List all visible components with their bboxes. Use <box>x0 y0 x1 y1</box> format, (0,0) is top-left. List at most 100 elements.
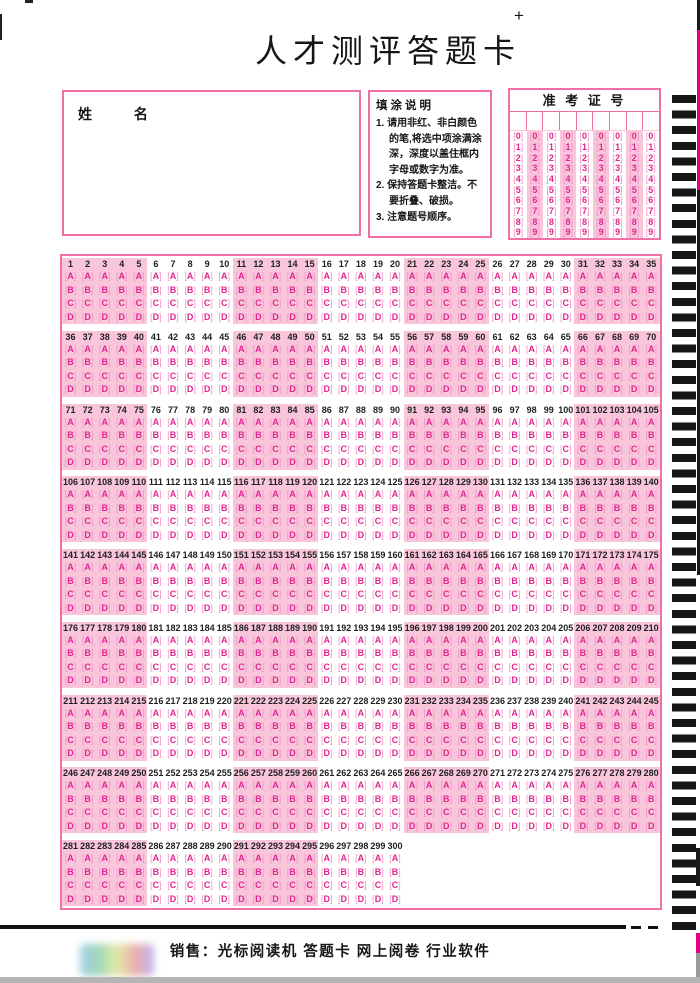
option-bubble[interactable]: [C] <box>269 516 282 527</box>
option-bubble[interactable]: [C] <box>355 807 367 818</box>
option-bubble[interactable]: [C] <box>474 370 487 381</box>
option-bubble[interactable]: [A] <box>218 489 230 500</box>
option-bubble[interactable]: [D] <box>320 748 333 758</box>
option-bubble[interactable]: [B] <box>423 575 435 586</box>
option-bubble[interactable]: [D] <box>98 602 111 613</box>
option-bubble[interactable]: [C] <box>525 589 538 599</box>
option-bubble[interactable]: [B] <box>338 430 350 440</box>
option-bubble[interactable]: [A] <box>320 634 333 645</box>
option-bubble[interactable]: [D] <box>218 675 230 686</box>
option-bubble[interactable]: [C] <box>303 443 316 454</box>
option-bubble[interactable]: [C] <box>406 661 418 672</box>
option-bubble[interactable]: [B] <box>116 793 128 804</box>
option-bubble[interactable]: [B] <box>560 284 572 295</box>
option-bubble[interactable]: [D] <box>184 748 196 758</box>
option-bubble[interactable]: [A] <box>303 416 316 427</box>
option-bubble[interactable]: [D] <box>81 820 94 831</box>
option-bubble[interactable]: [D] <box>372 748 384 758</box>
option-bubble[interactable]: [C] <box>423 661 435 672</box>
option-bubble[interactable]: [C] <box>81 734 94 745</box>
option-bubble[interactable]: [C] <box>628 516 640 527</box>
option-bubble[interactable]: [A] <box>320 416 333 427</box>
option-bubble[interactable]: [A] <box>542 562 555 572</box>
option-bubble[interactable]: [A] <box>167 707 179 718</box>
option-bubble[interactable]: [B] <box>577 284 589 295</box>
examno-digit-bubble[interactable]: [8] <box>579 216 590 227</box>
option-bubble[interactable]: [A] <box>150 707 162 718</box>
option-bubble[interactable]: [D] <box>525 602 538 613</box>
option-bubble[interactable]: [C] <box>64 807 77 818</box>
examno-digit-bubble[interactable]: [4] <box>513 173 524 184</box>
option-bubble[interactable]: [A] <box>116 707 128 718</box>
option-bubble[interactable]: [B] <box>645 284 657 295</box>
option-bubble[interactable]: [D] <box>491 384 504 395</box>
examno-digit-bubble[interactable]: [1] <box>513 141 524 152</box>
option-bubble[interactable]: [B] <box>64 284 77 295</box>
option-bubble[interactable]: [D] <box>269 457 282 467</box>
option-bubble[interactable]: [B] <box>474 502 487 513</box>
option-bubble[interactable]: [A] <box>150 343 162 354</box>
option-bubble[interactable]: [C] <box>150 516 162 527</box>
examno-digit-bubble[interactable]: [1] <box>546 141 557 152</box>
option-bubble[interactable]: [A] <box>628 562 640 572</box>
option-bubble[interactable]: [B] <box>594 721 606 731</box>
option-bubble[interactable]: [C] <box>252 443 265 454</box>
examno-digit-bubble[interactable]: [7] <box>629 205 640 216</box>
option-bubble[interactable]: [A] <box>338 271 350 281</box>
option-bubble[interactable]: [C] <box>372 807 384 818</box>
option-bubble[interactable]: [B] <box>320 502 333 513</box>
option-bubble[interactable]: [B] <box>594 648 606 659</box>
option-bubble[interactable]: [D] <box>98 529 111 540</box>
option-bubble[interactable]: [B] <box>167 502 179 513</box>
option-bubble[interactable]: [D] <box>645 748 657 758</box>
option-bubble[interactable]: [B] <box>645 575 657 586</box>
option-bubble[interactable]: [C] <box>338 880 350 890</box>
option-bubble[interactable]: [B] <box>286 430 299 440</box>
option-bubble[interactable]: [B] <box>167 793 179 804</box>
examno-digit-bubble[interactable]: [7] <box>596 205 607 216</box>
option-bubble[interactable]: [B] <box>98 430 111 440</box>
examno-digit-bubble[interactable]: [8] <box>596 216 607 227</box>
option-bubble[interactable]: [A] <box>491 707 504 718</box>
name-field-box[interactable]: 姓 名 <box>62 90 361 236</box>
option-bubble[interactable]: [A] <box>303 562 316 572</box>
option-bubble[interactable]: [D] <box>611 529 623 540</box>
option-bubble[interactable]: [D] <box>628 311 640 322</box>
option-bubble[interactable]: [A] <box>252 634 265 645</box>
option-bubble[interactable]: [A] <box>286 343 299 354</box>
option-bubble[interactable]: [A] <box>440 707 453 718</box>
option-bubble[interactable]: [A] <box>320 853 333 863</box>
option-bubble[interactable]: [A] <box>201 634 213 645</box>
option-bubble[interactable]: [A] <box>542 489 555 500</box>
option-bubble[interactable]: [A] <box>98 489 111 500</box>
option-bubble[interactable]: [A] <box>491 780 504 791</box>
option-bubble[interactable]: [B] <box>389 284 401 295</box>
option-bubble[interactable]: [D] <box>594 748 606 758</box>
option-bubble[interactable]: [B] <box>611 648 623 659</box>
option-bubble[interactable]: [D] <box>474 529 487 540</box>
option-bubble[interactable]: [A] <box>560 489 572 500</box>
option-bubble[interactable]: [C] <box>542 661 555 672</box>
option-bubble[interactable]: [B] <box>184 866 196 877</box>
option-bubble[interactable]: [B] <box>218 357 230 368</box>
option-bubble[interactable]: [D] <box>303 893 316 904</box>
option-bubble[interactable]: [B] <box>355 648 367 659</box>
option-bubble[interactable]: [D] <box>167 384 179 395</box>
option-bubble[interactable]: [A] <box>286 707 299 718</box>
option-bubble[interactable]: [D] <box>98 457 111 467</box>
option-bubble[interactable]: [C] <box>594 298 606 308</box>
option-bubble[interactable]: [D] <box>508 675 521 686</box>
option-bubble[interactable]: [D] <box>269 675 282 686</box>
examno-digit-bubble[interactable]: [3] <box>596 163 607 174</box>
option-bubble[interactable]: [C] <box>320 661 333 672</box>
option-bubble[interactable]: [A] <box>269 562 282 572</box>
option-bubble[interactable]: [A] <box>201 780 213 791</box>
option-bubble[interactable]: [A] <box>525 707 538 718</box>
option-bubble[interactable]: [A] <box>150 562 162 572</box>
option-bubble[interactable]: [A] <box>645 562 657 572</box>
option-bubble[interactable]: [A] <box>184 780 196 791</box>
examno-write-cell[interactable] <box>559 112 576 130</box>
option-bubble[interactable]: [B] <box>303 502 316 513</box>
option-bubble[interactable]: [A] <box>98 780 111 791</box>
option-bubble[interactable]: [D] <box>372 384 384 395</box>
